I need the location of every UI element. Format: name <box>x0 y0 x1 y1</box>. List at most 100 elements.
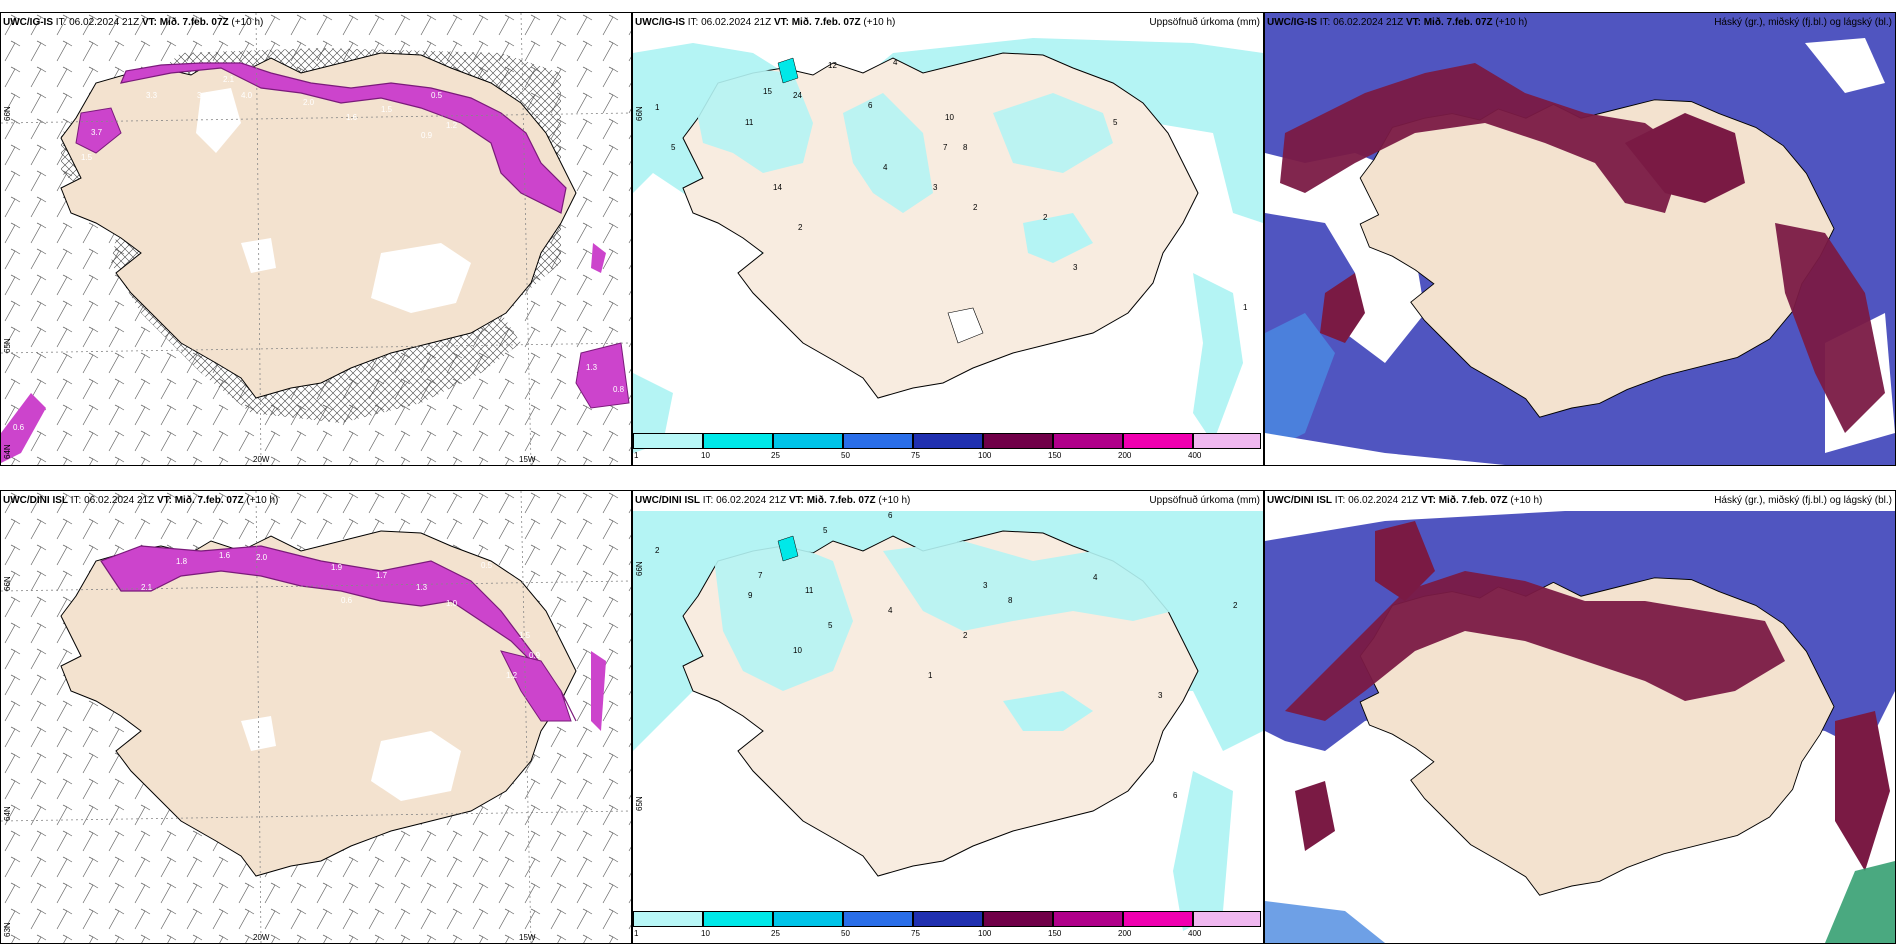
panel-title: UWC/DINI ISL IT: 06.02.2024 21Z VT: Mið.… <box>1267 495 1543 506</box>
iceland-land <box>60 52 577 399</box>
legend-tick: 200 <box>1118 451 1132 460</box>
lon-label: 20W <box>253 455 270 464</box>
precip-label: 15 <box>763 87 772 96</box>
legend-swatch <box>633 911 703 927</box>
panel-title: UWC/DINI ISL IT: 06.02.2024 21Z VT: Mið.… <box>635 495 911 506</box>
snow-label: 1.0 <box>446 599 458 608</box>
legend-tick: 50 <box>841 451 850 460</box>
legend-tick: 10 <box>701 451 710 460</box>
precip-legend: 1 10 25 50 75 100 150 200 400 <box>633 433 1263 463</box>
legend-swatch <box>913 911 983 927</box>
precip-label: 5 <box>671 143 676 152</box>
legend-swatch <box>1193 911 1261 927</box>
snow-label: 0.6 <box>13 423 25 432</box>
snow-map-svg <box>1 13 631 465</box>
snow-label: 0.6 <box>341 596 353 605</box>
snow-label: 1.5 <box>519 631 531 640</box>
precip-label: 2 <box>1233 601 1238 610</box>
panel-title: UWC/DINI ISL IT: 06.02.2024 21Z VT: Mið.… <box>3 495 279 506</box>
map-panel-snow-igis: UWC/IG-IS IT: 06.02.2024 21Z VT: Mið. 7.… <box>0 12 632 466</box>
snow-label: 2.0 <box>256 553 268 562</box>
legend-tick: 150 <box>1048 451 1062 460</box>
lon-label: 15W <box>519 933 536 942</box>
panel-right-title: Háský (gr.), miðský (fj.bl.) og lágský (… <box>1714 495 1892 506</box>
precip-label: 4 <box>883 163 888 172</box>
snow-label: 0.5 <box>481 561 493 570</box>
legend-tick: 150 <box>1048 929 1062 938</box>
snow-label: 1.5 <box>381 105 393 114</box>
legend-tick: 75 <box>911 929 920 938</box>
lat-label: 66N <box>3 106 12 121</box>
lat-label: 63N <box>3 922 12 937</box>
precip-label: 8 <box>1008 596 1013 605</box>
snow-label: 0.8 <box>613 385 625 394</box>
precip-label: 6 <box>888 511 893 520</box>
precip-map-svg <box>633 38 1263 453</box>
snow-label: 1.6 <box>346 113 358 122</box>
precip-label: 7 <box>943 143 948 152</box>
snow-label: 2.1 <box>223 75 235 84</box>
legend-swatch <box>773 433 843 449</box>
precip-label: 14 <box>773 183 782 192</box>
cloud-map-svg <box>1265 491 1895 943</box>
precip-label: 6 <box>1173 791 1178 800</box>
snow-label: 3.7 <box>91 128 103 137</box>
legend-swatch <box>703 911 773 927</box>
precip-label: 11 <box>745 118 754 127</box>
snow-label: 0.5 <box>431 91 443 100</box>
legend-swatch <box>983 911 1053 927</box>
snow-label: 2.0 <box>303 98 315 107</box>
lat-label: 65N <box>635 796 644 811</box>
snow-label: 1.7 <box>376 571 388 580</box>
legend-tick: 1 <box>634 929 639 938</box>
legend-swatch <box>913 433 983 449</box>
legend-tick: 25 <box>771 929 780 938</box>
precip-label: 5 <box>823 526 828 535</box>
legend-tick: 25 <box>771 451 780 460</box>
legend-swatch <box>703 433 773 449</box>
map-panel-precip-igis: UWC/IG-IS IT: 06.02.2024 21Z VT: Mið. 7.… <box>632 12 1264 466</box>
legend-swatch <box>1123 911 1193 927</box>
legend-tick: 400 <box>1188 929 1202 938</box>
lat-label: 66N <box>3 576 12 591</box>
legend-swatch <box>843 911 913 927</box>
snow-label: 1.9 <box>331 563 343 572</box>
panel-right-title: Uppsöfnuð úrkoma (mm) <box>1149 495 1260 506</box>
legend-tick: 400 <box>1188 451 1202 460</box>
snow-label: 1.3 <box>586 363 598 372</box>
legend-tick: 200 <box>1118 929 1132 938</box>
precip-label: 4 <box>888 606 893 615</box>
legend-swatch <box>633 433 703 449</box>
precip-label: 10 <box>793 646 802 655</box>
precip-label: 3 <box>1158 691 1163 700</box>
snow-map-svg <box>1 491 631 943</box>
legend-tick: 10 <box>701 929 710 938</box>
panel-title: UWC/IG-IS IT: 06.02.2024 21Z VT: Mið. 7.… <box>1267 17 1528 28</box>
legend-swatch <box>1193 433 1261 449</box>
precip-label: 7 <box>758 571 763 580</box>
snow-label: 1.3 <box>416 583 428 592</box>
precip-label: 24 <box>793 91 802 100</box>
precip-label: 2 <box>973 203 978 212</box>
legend-tick: 1 <box>634 451 639 460</box>
panel-title: UWC/IG-IS IT: 06.02.2024 21Z VT: Mið. 7.… <box>635 17 896 28</box>
precip-label: 3 <box>933 183 938 192</box>
lon-label: 20W <box>253 933 270 942</box>
snow-label: 1.8 <box>176 557 188 566</box>
legend-swatch <box>773 911 843 927</box>
legend-tick: 50 <box>841 929 850 938</box>
cloud-map-svg <box>1265 13 1895 465</box>
precip-label: 1 <box>1243 303 1248 312</box>
snow-label: 4.0 <box>241 91 253 100</box>
precip-label: 9 <box>748 591 753 600</box>
panel-title: UWC/IG-IS IT: 06.02.2024 21Z VT: Mið. 7.… <box>3 17 264 28</box>
panel-right-title: Háský (gr.), miðský (fj.bl.) og lágský (… <box>1714 17 1892 28</box>
precip-label: 10 <box>945 113 954 122</box>
lat-label: 65N <box>3 338 12 353</box>
legend-tick: 100 <box>978 929 992 938</box>
precip-label: 2 <box>655 546 660 555</box>
snow-label: 1.6 <box>219 551 231 560</box>
snow-label: 2.1 <box>141 583 153 592</box>
legend-swatch <box>983 433 1053 449</box>
precip-label: 4 <box>893 58 898 67</box>
